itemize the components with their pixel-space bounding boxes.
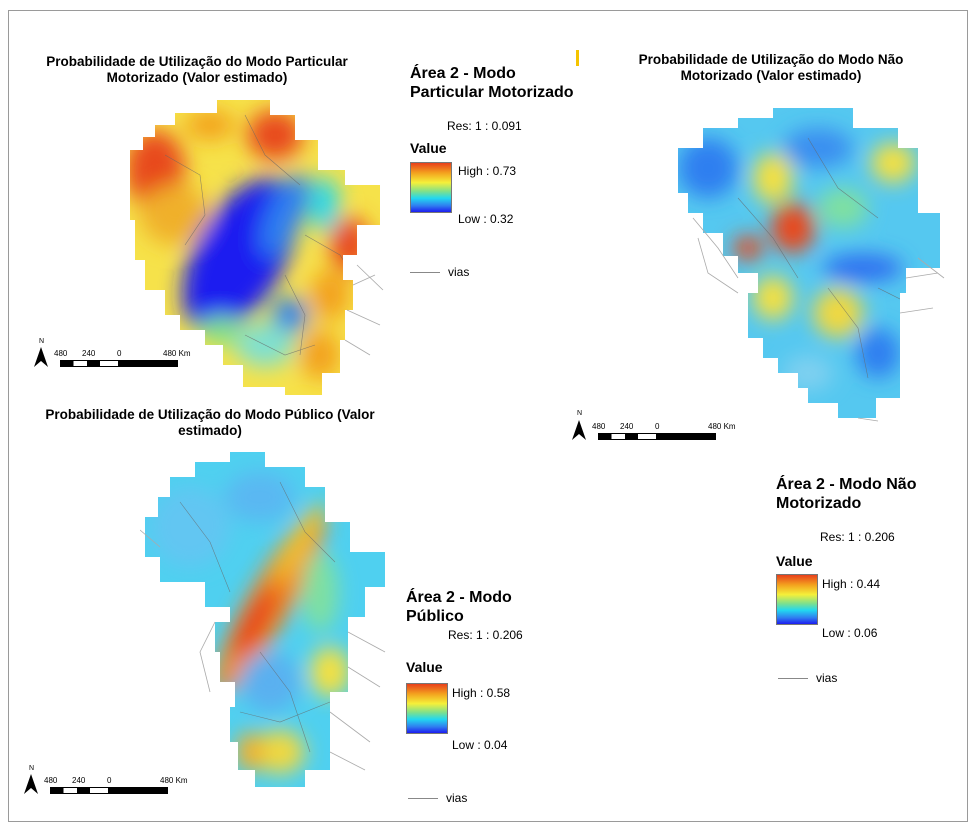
legend-vias-line-particular [410, 272, 440, 273]
scale-label-3: 480 Km [708, 422, 736, 431]
legend-high-particular: High : 0.73 [458, 164, 517, 178]
legend-value-label-particular: Value [410, 140, 447, 156]
legend-res-particular: Res: 1 : 0.091 [447, 119, 522, 133]
scale-bar-nao-motorizado [598, 433, 716, 440]
legend-heading-particular: Área 2 - Modo Particular Motorizado [410, 65, 574, 101]
north-label-nao-motorizado: N [577, 410, 583, 417]
legend-res-publico: Res: 1 : 0.206 [448, 628, 523, 642]
map-title-publico: Probabilidade de Utilização do Modo Públ… [45, 407, 375, 438]
legend-res-nao-motorizado: Res: 1 : 0.206 [820, 530, 895, 544]
scale-label-1: 240 [620, 422, 634, 431]
map-particular [130, 100, 384, 395]
scale-label-3: 480 Km [163, 349, 191, 358]
legend-high-nao-motorizado: High : 0.44 [822, 577, 881, 591]
legend-low-publico: Low : 0.04 [452, 738, 508, 752]
scale-label-2: 0 [117, 349, 122, 358]
scale-label-1: 240 [72, 776, 86, 785]
map-publico [140, 452, 386, 787]
legend-low-nao-motorizado: Low : 0.06 [822, 626, 878, 640]
legend-vias-publico: vias [446, 791, 468, 805]
north-label-particular: N [39, 338, 45, 345]
legend-color-ramp-nao-motorizado [776, 574, 818, 625]
north-arrow-icon [24, 774, 38, 794]
legend-value-label-publico: Value [406, 659, 443, 675]
legend-low-particular: Low : 0.32 [458, 212, 514, 226]
scale-label-1: 240 [82, 349, 96, 358]
scale-label-2: 0 [655, 422, 660, 431]
legend-vias-particular: vias [448, 265, 470, 279]
legend-color-ramp-publico [406, 683, 448, 734]
north-label-publico: N [29, 765, 35, 772]
legend-heading-nao-motorizado: Área 2 - Modo Não Motorizado [776, 476, 917, 512]
scale-label-2: 0 [107, 776, 112, 785]
legend-high-publico: High : 0.58 [452, 686, 511, 700]
yellow-marker [576, 50, 579, 66]
scale-bar-publico [50, 787, 168, 794]
legend-vias-line-nao-motorizado [778, 678, 808, 679]
layout-frame [8, 10, 968, 822]
map-title-nao-motorizado: Probabilidade de Utilização do Modo Não … [638, 52, 904, 83]
scale-bar-particular [60, 360, 178, 367]
legend-heading-publico: Área 2 - Modo Público [406, 589, 512, 625]
legend-vias-nao-motorizado: vias [816, 671, 838, 685]
north-arrow-icon [572, 420, 586, 440]
scale-label-3: 480 Km [160, 776, 188, 785]
legend-vias-line-publico [408, 798, 438, 799]
map-nao-motorizado [678, 108, 945, 422]
map-title-particular: Probabilidade de Utilização do Modo Part… [46, 54, 348, 85]
scale-label-0: 480 [54, 349, 68, 358]
north-arrow-icon [34, 347, 48, 367]
scale-label-0: 480 [44, 776, 58, 785]
legend-value-label-nao-motorizado: Value [776, 553, 813, 569]
scale-label-0: 480 [592, 422, 606, 431]
legend-color-ramp-particular [410, 162, 452, 213]
